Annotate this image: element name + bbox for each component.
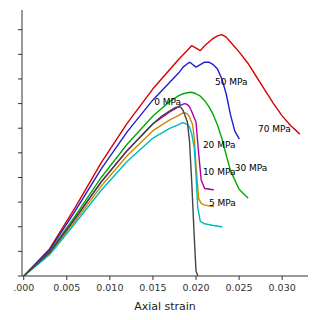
plot-area xyxy=(24,35,300,276)
curve-label: 10 MPa xyxy=(203,167,236,177)
y-tick xyxy=(18,251,22,252)
x-axis-label: Axial strain xyxy=(134,300,196,313)
x-tick-label: 0.030 xyxy=(269,282,296,293)
x-tick xyxy=(239,276,240,280)
series-line xyxy=(24,92,248,276)
x-axis-line xyxy=(22,276,308,277)
y-tick xyxy=(18,177,22,178)
curve-label: 20 MPa xyxy=(203,140,236,150)
y-tick xyxy=(18,152,22,153)
y-axis-line xyxy=(22,10,23,276)
series-line xyxy=(24,107,198,276)
curve-labels: 70 MPa 50 MPa 30 MPa 20 MPa 10 MPa 5 MPa 0 MPa xyxy=(154,77,290,208)
x-tick xyxy=(109,276,110,280)
chart: .000 0.005 0.010 0.015 0.020 0.025 0.030 Axial … xyxy=(0,0,320,320)
x-tick xyxy=(196,276,197,280)
x-tick-label: 0.015 xyxy=(139,282,166,293)
y-tick xyxy=(18,276,22,277)
y-tick xyxy=(18,78,22,79)
curve-label: 70 MPa xyxy=(258,124,291,134)
y-tick xyxy=(18,103,22,104)
curve-label: 0 MPa xyxy=(154,97,181,107)
curve-label: 50 MPa xyxy=(215,77,248,87)
y-tick xyxy=(18,54,22,55)
x-tick-label: 0.020 xyxy=(182,282,209,293)
x-tick-label: 0.005 xyxy=(53,282,80,293)
series-line xyxy=(24,104,214,276)
x-tick xyxy=(23,276,24,280)
axes: .000 0.005 0.010 0.015 0.020 0.025 0.030 xyxy=(13,10,308,293)
x-tick xyxy=(282,276,283,280)
series-line xyxy=(24,35,300,276)
y-tick xyxy=(18,128,22,129)
y-tick xyxy=(18,226,22,227)
y-tick xyxy=(18,29,22,30)
curve-label: 30 MPa xyxy=(235,163,268,173)
series-line xyxy=(24,62,239,276)
y-tick xyxy=(18,202,22,203)
x-tick xyxy=(66,276,67,280)
x-tick-label: .000 xyxy=(13,282,34,293)
x-tick-label: 0.025 xyxy=(225,282,252,293)
x-tick xyxy=(152,276,153,280)
curve-label: 5 MPa xyxy=(209,198,236,208)
x-tick-label: 0.010 xyxy=(96,282,123,293)
